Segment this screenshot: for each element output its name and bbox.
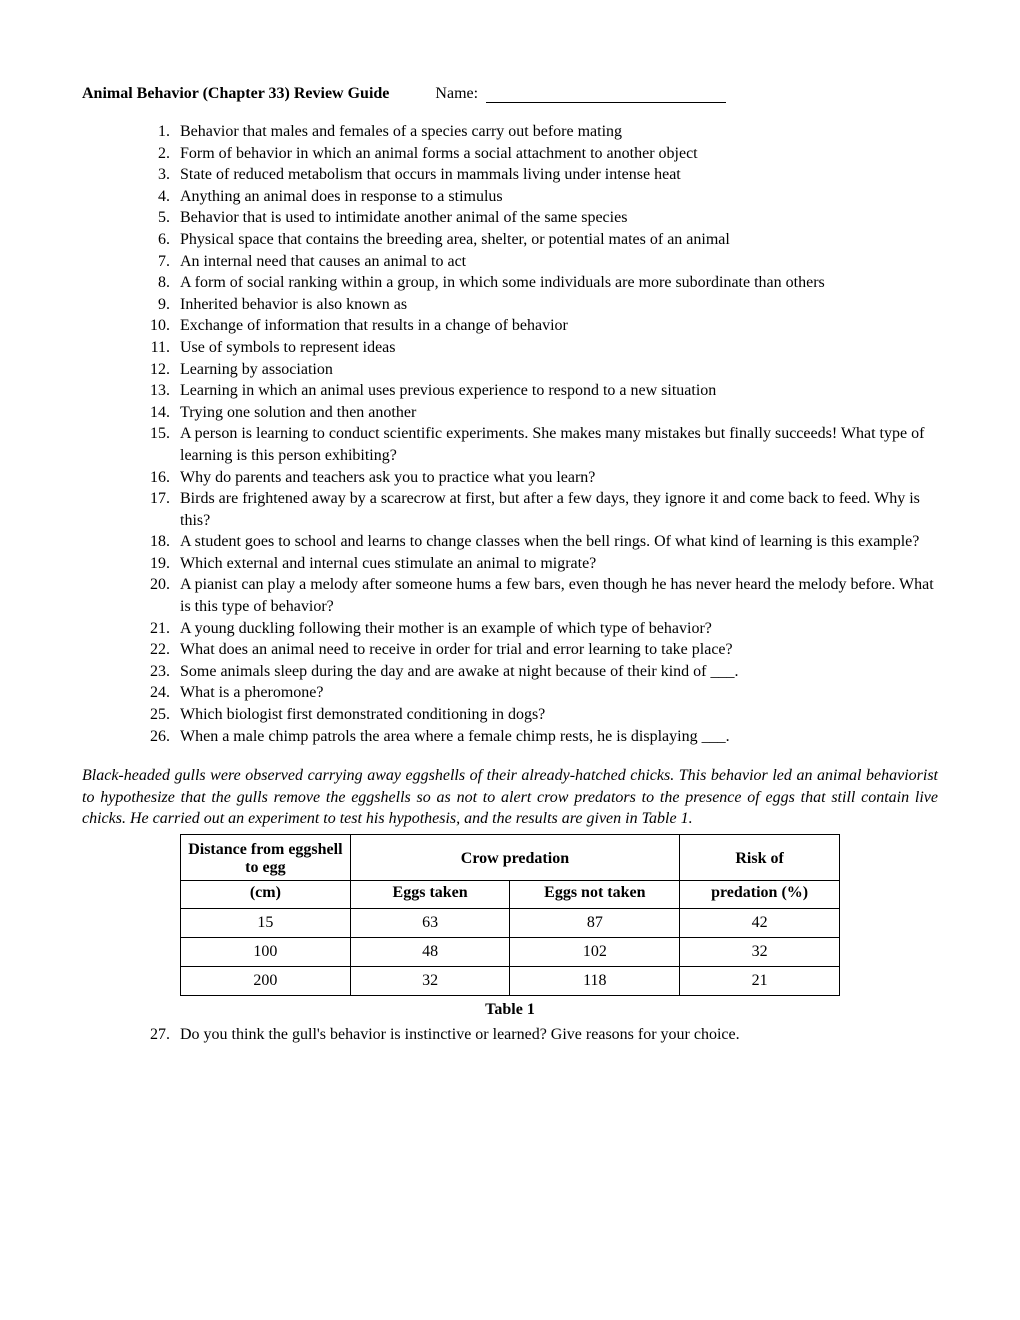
table-cell: 42 — [680, 909, 840, 938]
question-list-after: Do you think the gull's behavior is inst… — [82, 1024, 938, 1046]
question-list: Behavior that males and females of a spe… — [82, 121, 938, 747]
list-item: When a male chimp patrols the area where… — [174, 726, 938, 748]
table-caption: Table 1 — [82, 1001, 938, 1019]
list-item: Anything an animal does in response to a… — [174, 186, 938, 208]
table-cell: 200 — [181, 967, 351, 996]
table-cell: 48 — [350, 938, 510, 967]
list-item: A young duckling following their mother … — [174, 618, 938, 640]
list-item: Exchange of information that results in … — [174, 315, 938, 337]
name-blank[interactable] — [486, 102, 726, 103]
experiment-paragraph: Black-headed gulls were observed carryin… — [82, 765, 938, 830]
page-title: Animal Behavior (Chapter 33) Review Guid… — [82, 85, 389, 102]
list-item: A pianist can play a melody after someon… — [174, 574, 938, 617]
list-item: An internal need that causes an animal t… — [174, 251, 938, 273]
list-item: What is a pheromone? — [174, 682, 938, 704]
list-item: Which biologist first demonstrated condi… — [174, 704, 938, 726]
th-distance: Distance from eggshell to egg — [181, 835, 351, 881]
data-table: Distance from eggshell to egg Crow preda… — [180, 834, 840, 996]
table-cell: 118 — [510, 967, 680, 996]
list-item: State of reduced metabolism that occurs … — [174, 164, 938, 186]
table-row: 15638742 — [181, 909, 840, 938]
list-item: Which external and internal cues stimula… — [174, 553, 938, 575]
list-item: What does an animal need to receive in o… — [174, 639, 938, 661]
table-cell: 32 — [680, 938, 840, 967]
list-item: A form of social ranking within a group,… — [174, 272, 938, 294]
list-item: Some animals sleep during the day and ar… — [174, 661, 938, 683]
table-cell: 100 — [181, 938, 351, 967]
th-eggs-taken: Eggs taken — [350, 881, 510, 909]
list-item: Do you think the gull's behavior is inst… — [174, 1024, 938, 1046]
list-item: Use of symbols to represent ideas — [174, 337, 938, 359]
list-item: Trying one solution and then another — [174, 402, 938, 424]
th-eggs-not-taken: Eggs not taken — [510, 881, 680, 909]
table-cell: 87 — [510, 909, 680, 938]
list-item: Behavior that is used to intimidate anot… — [174, 207, 938, 229]
table-cell: 21 — [680, 967, 840, 996]
th-crow-predation: Crow predation — [350, 835, 679, 881]
table-cell: 63 — [350, 909, 510, 938]
table-cell: 102 — [510, 938, 680, 967]
list-item: Form of behavior in which an animal form… — [174, 143, 938, 165]
list-item: A person is learning to conduct scientif… — [174, 423, 938, 466]
document-header: Animal Behavior (Chapter 33) Review Guid… — [82, 85, 938, 103]
list-item: Physical space that contains the breedin… — [174, 229, 938, 251]
list-item: Inherited behavior is also known as — [174, 294, 938, 316]
list-item: A student goes to school and learns to c… — [174, 531, 938, 553]
table-row: 1004810232 — [181, 938, 840, 967]
th-predation-pct: predation (%) — [680, 881, 840, 909]
list-item: Behavior that males and females of a spe… — [174, 121, 938, 143]
list-item: Why do parents and teachers ask you to p… — [174, 467, 938, 489]
name-label: Name: — [435, 85, 478, 102]
list-item: Birds are frightened away by a scarecrow… — [174, 488, 938, 531]
table-cell: 15 — [181, 909, 351, 938]
th-cm: (cm) — [181, 881, 351, 909]
list-item: Learning in which an animal uses previou… — [174, 380, 938, 402]
th-risk: Risk of — [680, 835, 840, 881]
table-cell: 32 — [350, 967, 510, 996]
table-row: 2003211821 — [181, 967, 840, 996]
list-item: Learning by association — [174, 359, 938, 381]
